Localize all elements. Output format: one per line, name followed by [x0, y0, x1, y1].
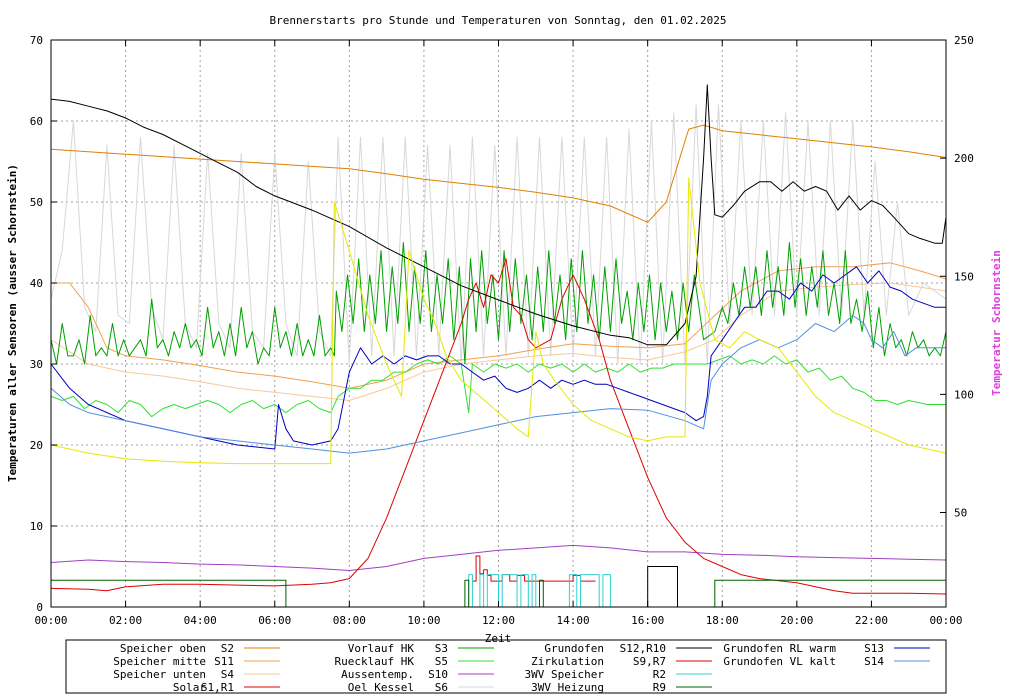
series-line-mitte [51, 262, 947, 389]
chart-title: Brennerstarts pro Stunde und Temperature… [270, 14, 727, 27]
legend-label: Zirkulation [531, 655, 604, 668]
legend-sensor: S10 [428, 668, 448, 681]
legend-label: Speicher mitte [113, 655, 206, 668]
series-line-oben [50, 124, 947, 223]
series-line-yellow [50, 177, 947, 465]
series-line-solar [50, 258, 947, 595]
legend-label: Oel Kessel [348, 681, 414, 694]
y-tick-label: 40 [30, 277, 43, 290]
x-tick-label: 08:00 [333, 614, 366, 627]
y2-tick-label: 150 [954, 270, 974, 283]
legend-sensor: S5 [435, 655, 448, 668]
legend-sensor: S3 [435, 642, 448, 655]
y2-tick-label: 50 [954, 507, 967, 520]
legend-label: Ruecklauf HK [335, 655, 415, 668]
legend-label: Aussentemp. [341, 668, 414, 681]
x-tick-label: 12:00 [482, 614, 515, 627]
y-tick-label: 60 [30, 115, 43, 128]
legend-sensor: S12,R10 [620, 642, 666, 655]
legend-label: Speicher oben [120, 642, 206, 655]
grid [51, 40, 946, 607]
x-tick-label: 10:00 [407, 614, 440, 627]
legend-label: 3WV Speicher [525, 668, 605, 681]
series-line-oel [50, 104, 947, 365]
legend-sensor: S2 [221, 642, 234, 655]
y2-tick-label: 200 [954, 152, 974, 165]
legend: Speicher oben S2 Speicher mitte S11 Speicher… [113, 642, 930, 694]
x-tick-label: 00:00 [929, 614, 962, 627]
series-line-wv_sp [461, 574, 618, 608]
legend-sensor: S6 [435, 681, 448, 694]
legend-label: 3WV Heizung [531, 681, 604, 694]
x-tick-label: 16:00 [631, 614, 664, 627]
series-line-gofen [50, 84, 947, 346]
legend-sensor: S11 [214, 655, 234, 668]
x-tick-label: 14:00 [557, 614, 590, 627]
legend-sensor: R9 [653, 681, 666, 694]
x-tick-label: 18:00 [706, 614, 739, 627]
legend-label: Grundofen RL warm [723, 642, 836, 655]
legend-label: Grundofen [544, 642, 604, 655]
y-tick-label: 20 [30, 439, 43, 452]
legend-label: Speicher unten [113, 668, 206, 681]
x-tick-label: 20:00 [780, 614, 813, 627]
series-line-aussen [50, 544, 947, 571]
legend-sensor: S4 [221, 668, 235, 681]
axis-ticks: 00:00 02:00 04:00 06:00 08:00 10:00 12:00 14:00… [30, 34, 974, 627]
y2-tick-label: 250 [954, 34, 974, 47]
legend-sensor: S13 [864, 642, 884, 655]
y-tick-label: 70 [30, 34, 43, 47]
y-tick-label: 50 [30, 196, 43, 209]
y-axis-label: Temperaturen aller Sensoren (ausser Scho… [6, 164, 19, 482]
x-tick-label: 02:00 [109, 614, 142, 627]
series-line-rlhk [50, 355, 946, 418]
legend-sensor: R2 [653, 668, 666, 681]
x-tick-label: 04:00 [184, 614, 217, 627]
x-tick-label: 22:00 [855, 614, 888, 627]
legend-label: Solar [173, 681, 206, 694]
legend-label: Grundofen VL kalt [723, 655, 836, 668]
y-tick-label: 30 [30, 358, 43, 371]
legend-sensor: S9,R7 [633, 655, 666, 668]
legend-label: Vorlauf HK [348, 642, 415, 655]
x-axis-label: Zeit [485, 632, 512, 645]
x-tick-label: 06:00 [258, 614, 291, 627]
series-line-rl_warm [50, 266, 946, 450]
legend-sensor: S14 [864, 655, 884, 668]
legend-box [65, 639, 947, 694]
legend-sensor: S1,R1 [201, 681, 234, 694]
y2-axis-label: Temperatur Schornstein [990, 250, 1003, 396]
series-line-vlhk [50, 242, 947, 365]
x-tick-label: 00:00 [34, 614, 67, 627]
y-tick-label: 10 [30, 520, 43, 533]
y2-tick-label: 100 [954, 388, 974, 401]
y-tick-label: 0 [36, 601, 43, 614]
